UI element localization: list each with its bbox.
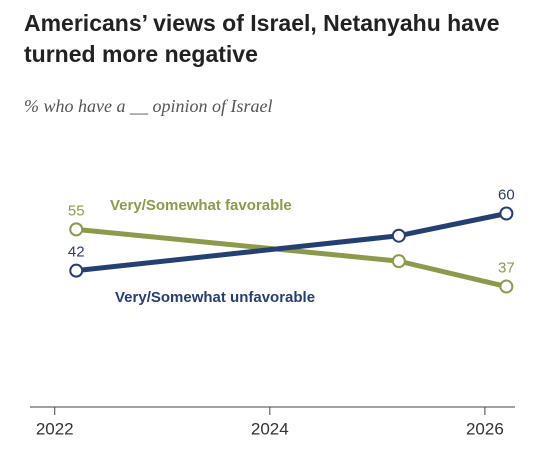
point [499, 206, 514, 221]
point [69, 222, 84, 237]
series-line [75, 226, 507, 289]
point [499, 279, 514, 294]
x-tick-label: 2022 [36, 419, 74, 438]
value-label: 55 [68, 202, 85, 219]
series-line [75, 211, 507, 274]
point [391, 254, 406, 269]
value-label: 42 [68, 244, 85, 261]
series-label: Very/Somewhat unfavorable [115, 289, 315, 306]
point [391, 228, 406, 243]
chart-title: Americans’ views of Israel, Netanyahu ha… [24, 10, 500, 67]
x-tick-label: 2024 [251, 419, 289, 438]
value-label: 37 [498, 259, 515, 276]
point [69, 263, 84, 278]
x-tick-label: 2026 [466, 419, 504, 438]
value-label: 60 [498, 186, 515, 203]
chart-subtitle: % who have a __ opinion of Israel [24, 96, 273, 116]
series-label: Very/Somewhat favorable [110, 197, 292, 214]
